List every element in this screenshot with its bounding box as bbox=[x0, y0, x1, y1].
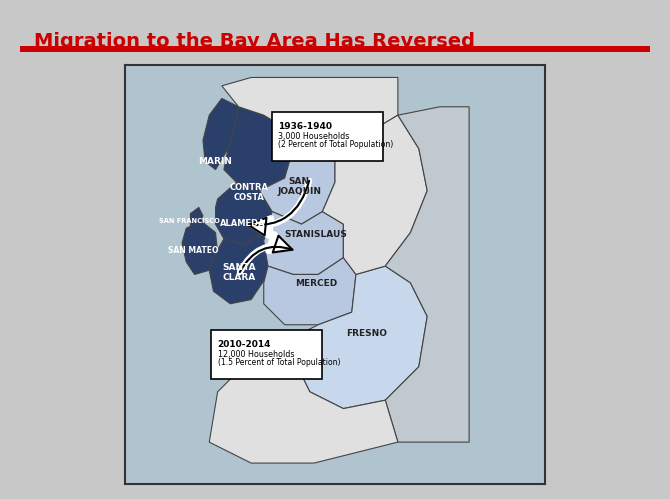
Polygon shape bbox=[209, 333, 398, 463]
Text: (1.5 Percent of Total Population): (1.5 Percent of Total Population) bbox=[218, 358, 340, 367]
Text: Migration to the Bay Area Has Reversed: Migration to the Bay Area Has Reversed bbox=[34, 32, 474, 51]
FancyArrowPatch shape bbox=[240, 234, 288, 272]
Text: ALAMEDA: ALAMEDA bbox=[220, 219, 265, 228]
Text: 2010-2014: 2010-2014 bbox=[218, 340, 271, 349]
Text: (2 Percent of Total Population): (2 Percent of Total Population) bbox=[279, 140, 394, 149]
Polygon shape bbox=[385, 107, 469, 442]
Text: SAN FRANCISCO: SAN FRANCISCO bbox=[159, 218, 220, 224]
Text: SANTA
CLARA: SANTA CLARA bbox=[222, 262, 256, 282]
FancyBboxPatch shape bbox=[211, 330, 322, 379]
Text: MERCED: MERCED bbox=[295, 279, 337, 288]
Polygon shape bbox=[222, 77, 398, 149]
Text: SAN
JOAQUIN: SAN JOAQUIN bbox=[277, 177, 322, 196]
Polygon shape bbox=[259, 136, 335, 224]
Polygon shape bbox=[182, 216, 218, 274]
Text: MARIN: MARIN bbox=[198, 157, 232, 166]
Text: 3,000 Households: 3,000 Households bbox=[279, 132, 350, 141]
FancyArrowPatch shape bbox=[253, 181, 309, 236]
Text: 1936-1940: 1936-1940 bbox=[279, 122, 332, 131]
Text: CONTRA
COSTA: CONTRA COSTA bbox=[230, 183, 269, 203]
Polygon shape bbox=[216, 182, 272, 245]
Text: 12,000 Households: 12,000 Households bbox=[218, 350, 294, 359]
Polygon shape bbox=[264, 257, 356, 325]
Polygon shape bbox=[203, 98, 239, 170]
Polygon shape bbox=[264, 212, 344, 274]
Text: STANISLAUS: STANISLAUS bbox=[285, 230, 348, 239]
Polygon shape bbox=[190, 208, 203, 226]
Polygon shape bbox=[293, 266, 427, 409]
Text: FRESNO: FRESNO bbox=[346, 329, 387, 338]
Text: SAN MATEO: SAN MATEO bbox=[168, 247, 219, 255]
Polygon shape bbox=[209, 233, 272, 304]
FancyBboxPatch shape bbox=[272, 112, 383, 161]
Polygon shape bbox=[224, 107, 293, 191]
Polygon shape bbox=[322, 115, 427, 274]
